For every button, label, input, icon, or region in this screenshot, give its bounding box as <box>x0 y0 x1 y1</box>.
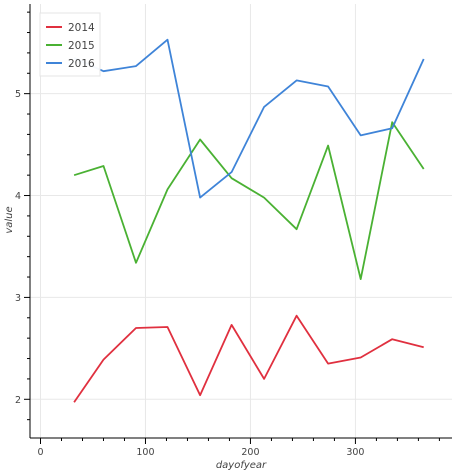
grid-lines <box>30 4 452 438</box>
ticks: 0 100 200 300 2 3 4 5 <box>15 11 440 458</box>
legend-label-2014: 2014 <box>68 22 95 34</box>
x-tick-label: 200 <box>241 447 259 458</box>
x-tick-label: 300 <box>346 447 364 458</box>
x-tick-label: 0 <box>37 447 43 458</box>
y-tick-label: 2 <box>15 395 21 406</box>
x-tick-label: 100 <box>136 447 154 458</box>
y-tick-label: 3 <box>15 293 21 304</box>
legend: 2014 2015 2016 <box>39 12 101 77</box>
series-line-2014 <box>73 314 424 403</box>
series-line-2016 <box>73 38 425 199</box>
legend-label-2015: 2015 <box>68 40 95 52</box>
y-tick-label: 4 <box>15 191 21 202</box>
y-tick-label: 5 <box>15 89 21 100</box>
series-layer <box>73 38 425 403</box>
axes <box>29 4 452 439</box>
legend-label-2016: 2016 <box>68 58 95 70</box>
x-axis-title: dayofyear <box>216 460 267 471</box>
y-axis-title: value <box>4 206 15 233</box>
series-line-2015 <box>73 121 425 281</box>
